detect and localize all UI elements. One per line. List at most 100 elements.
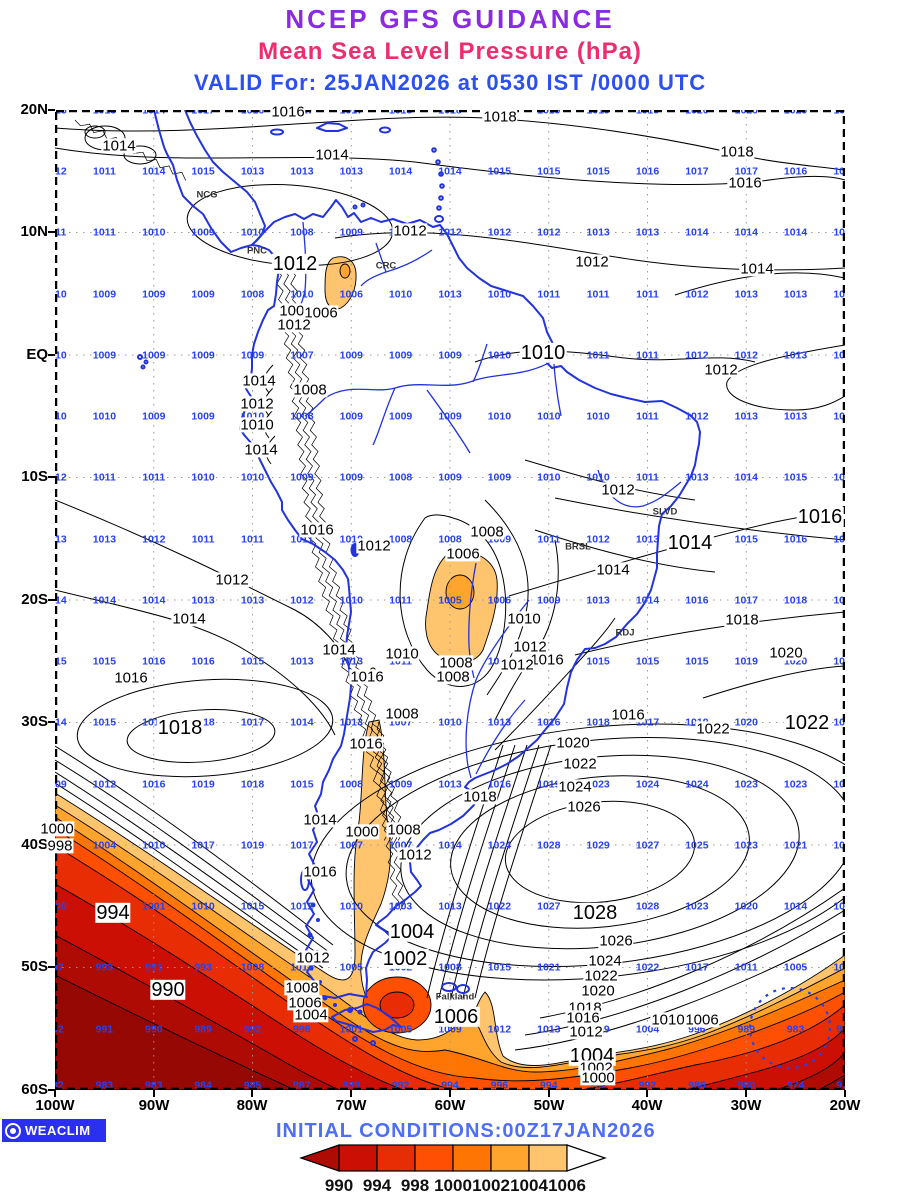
grid-value: 1012: [438, 227, 462, 239]
grid-value: 1017: [636, 717, 660, 729]
grid-value: 1012: [537, 227, 561, 239]
colorbar-segment: [452, 1144, 492, 1172]
terrain-contour: [281, 259, 320, 531]
grid-value: 1019: [735, 656, 759, 668]
grid-value: 1010: [537, 472, 561, 484]
grid-value: 1005: [389, 1024, 413, 1036]
lon-tick: [153, 1090, 155, 1097]
grid-value: 1015: [685, 656, 709, 668]
grid-value: 1009: [340, 350, 364, 362]
grid-value: 1011: [291, 534, 314, 546]
grid-value: 1010: [586, 411, 610, 423]
lon-tick: [844, 1090, 846, 1097]
lon-axis-label: 60W: [434, 1097, 466, 1114]
grid-value: 1011: [636, 472, 659, 484]
grid-value: 1012: [488, 227, 512, 239]
lon-axis-label: 80W: [236, 1097, 268, 1114]
grid-value: 1010: [93, 411, 117, 423]
grid-value: 1019: [191, 779, 215, 791]
grid-value: 1007: [389, 717, 413, 729]
grid-value: 1010: [191, 472, 215, 484]
logo-text: WEACLIM: [25, 1123, 91, 1138]
lat-axis-label: 40S: [21, 836, 48, 853]
grid-value: 1009: [488, 534, 512, 546]
grid-value: 1015: [488, 166, 512, 178]
grid-value: 1009: [340, 411, 364, 423]
grid-value: 1024: [636, 779, 660, 791]
grid-value: 1009: [389, 350, 413, 362]
grid-value: 1007: [340, 840, 364, 852]
grid-value: 1009: [438, 1024, 462, 1036]
weaclim-logo: WEACLIM: [2, 1119, 106, 1142]
grid-value: 1012: [488, 1024, 512, 1036]
grid-value: 1005: [438, 595, 462, 607]
grid-value: 996: [688, 1024, 706, 1036]
grid-value: 1023: [784, 779, 808, 791]
grid-value: 995: [96, 901, 114, 913]
grid-value: 1013: [735, 289, 759, 301]
grid-value: 1012: [685, 411, 709, 423]
grid-value: 1008: [389, 534, 413, 546]
grid-value: 1023: [586, 779, 610, 791]
grid-value: 1012: [142, 534, 166, 546]
grid-value: 1011: [636, 411, 659, 423]
grid-value: 1020: [784, 656, 808, 668]
lat-axis-label: 30S: [21, 713, 48, 730]
grid-value: 1009: [438, 472, 462, 484]
grid-value: 1010: [537, 350, 561, 362]
coastline: [137, 109, 701, 1046]
grid-value: 1010: [488, 289, 512, 301]
grid-value: 1011: [241, 534, 264, 546]
grid-value: 1009: [142, 350, 166, 362]
grid-value: 1007: [389, 840, 413, 852]
colorbar-tick-label: 1006: [548, 1176, 586, 1195]
lat-tick: [48, 1089, 55, 1091]
grid-value: 1014: [636, 595, 660, 607]
grid-value: 1018: [241, 779, 265, 791]
grid-value: 1020: [735, 717, 759, 729]
grid-value: 1011: [636, 350, 659, 362]
lon-tick: [251, 1090, 253, 1097]
lon-axis-label: 40W: [631, 1097, 663, 1114]
grid-value: 1014: [735, 472, 759, 484]
grid-value: 1012: [290, 901, 314, 913]
grid-value: 1027: [537, 901, 561, 913]
grid-value: 1010: [537, 656, 561, 668]
grid-value: 1022: [586, 962, 610, 974]
grid-value: 1014: [142, 166, 166, 178]
grid-value: 1011: [389, 656, 412, 668]
grid-value: 1014: [142, 595, 166, 607]
grid-value: 1012: [290, 595, 314, 607]
grid-value: 1008: [290, 411, 314, 423]
grid-value: 1008: [241, 289, 265, 301]
colorbar-segment: [414, 1144, 454, 1172]
grid-value: 1005: [340, 962, 364, 974]
lat-tick: [48, 231, 55, 233]
grid-value: 1015: [586, 656, 610, 668]
grid-value: 1028: [537, 840, 561, 852]
grid-value: 1010: [537, 411, 561, 423]
grid-value: 1013: [340, 166, 364, 178]
grid-value: 1011: [587, 350, 610, 362]
lon-axis-label: 50W: [533, 1097, 565, 1114]
pressure-colorbar: 990 994 998 1000 1002 1004 1006: [299, 1144, 607, 1195]
grid-value: 1009: [191, 350, 215, 362]
lat-tick: [48, 966, 55, 968]
grid-value: 1016: [636, 166, 660, 178]
grid-value: 1025: [685, 840, 709, 852]
lat-axis-label: 20N: [20, 101, 48, 118]
grid-value: 1013: [784, 411, 808, 423]
grid-value: 1011: [735, 962, 758, 974]
lat-tick: [48, 476, 55, 478]
grid-value: 1014: [290, 717, 314, 729]
grid-value: 1029: [586, 840, 610, 852]
terrain-contour: [288, 259, 327, 531]
grid-value: 1011: [192, 534, 215, 546]
grid-value: 1017: [685, 166, 709, 178]
grid-value: 1014: [438, 840, 462, 852]
grid-value: 1009: [191, 227, 215, 239]
grid-value: 1011: [389, 595, 412, 607]
grid-value: 1010: [241, 227, 265, 239]
grid-value: 1017: [735, 166, 759, 178]
grid-value: 1008: [438, 534, 462, 546]
